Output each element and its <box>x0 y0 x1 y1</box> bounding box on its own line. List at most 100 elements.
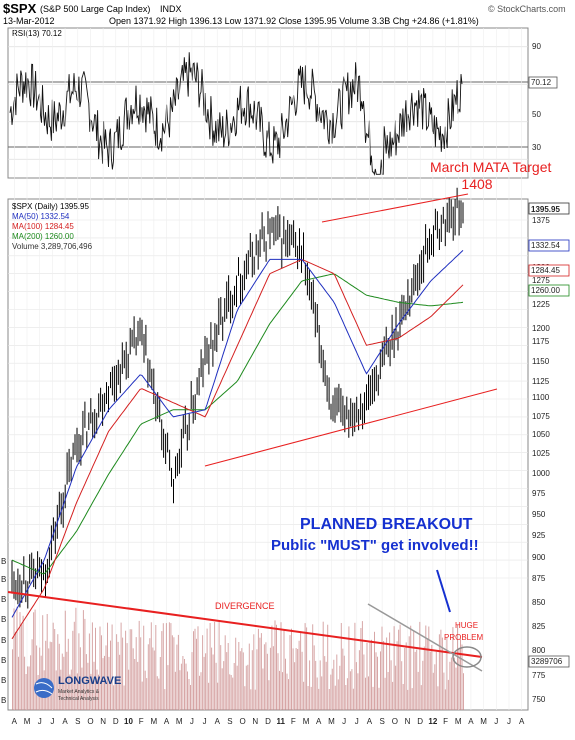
volume-bar <box>134 659 136 710</box>
volume-bar <box>306 627 308 710</box>
volume-bar <box>138 620 140 710</box>
longwave-logo: LONGWAVE Market Analytics & Technical An… <box>34 675 121 702</box>
problem-label: PROBLEM <box>444 633 483 642</box>
left-mark-1: B <box>1 557 6 566</box>
volume-bar <box>132 648 134 710</box>
volume-bar <box>202 635 204 710</box>
volume-bar <box>159 657 161 710</box>
volume-bar <box>135 637 137 710</box>
volume-bar <box>431 644 433 710</box>
volume-bar <box>368 676 369 710</box>
volume-bar <box>263 644 265 710</box>
volume-bar <box>425 625 427 710</box>
left-mark-5: B <box>1 636 6 645</box>
volume-bar <box>33 612 35 710</box>
ma200-line <box>11 273 464 575</box>
x-axis-labels: A M J J A S O N D 10 F M A M J J A S O N D 11 F M A M J J A S O N D 12 F M A… <box>12 717 525 726</box>
volume-bar <box>410 625 412 710</box>
volume-bar <box>428 626 430 710</box>
volume-bar <box>21 624 23 710</box>
volume-bar <box>91 622 93 710</box>
breakout-label-line1: PLANNED BREAKOUT <box>300 516 473 533</box>
volume-bar <box>150 622 152 710</box>
volume-bar <box>230 675 232 710</box>
volume-bar <box>85 654 87 710</box>
volume-bar <box>119 654 121 710</box>
volume-bar <box>265 642 267 710</box>
volume-bar <box>60 669 62 710</box>
x-label: J <box>190 717 194 726</box>
volume-bar <box>39 647 41 710</box>
volume-bar <box>203 656 205 710</box>
volume-bars <box>12 606 464 710</box>
volume-divergence-line <box>7 591 483 658</box>
volume-bar <box>61 653 63 710</box>
volume-bar <box>303 681 305 710</box>
volume-tick-800: 800 <box>532 646 546 655</box>
volume-bar <box>390 660 392 710</box>
x-label: D <box>265 717 271 726</box>
volume-bar <box>429 651 431 710</box>
volume-bar <box>250 689 252 710</box>
divergence-label: DIVERGENCE <box>215 601 275 611</box>
volume-bar <box>188 679 190 710</box>
volume-bar <box>153 650 155 710</box>
x-label: 10 <box>124 717 133 726</box>
volume-bar <box>182 656 184 710</box>
volume-bar <box>336 654 338 710</box>
volume-bar <box>12 649 13 710</box>
volume-bar <box>288 679 289 710</box>
ma200-legend: MA(200) 1260.00 <box>12 232 74 241</box>
volume-bar <box>197 626 199 710</box>
volume-bar <box>212 654 214 710</box>
index-name: (S&P 500 Large Cap Index) <box>40 4 150 14</box>
price-bars <box>11 187 464 609</box>
volume-bar <box>87 662 89 710</box>
x-label: F <box>443 717 448 726</box>
x-label: S <box>227 717 232 726</box>
volume-bar <box>337 679 339 710</box>
rsi-tick-labels: 90 50 30 <box>532 42 541 152</box>
x-label: O <box>240 717 246 726</box>
rsi-tick-50: 50 <box>532 110 541 119</box>
volume-bar <box>179 670 181 710</box>
volume-bar <box>111 624 113 710</box>
volume-tick-850: 850 <box>532 598 546 607</box>
volume-bar <box>101 635 102 710</box>
volume-bar <box>64 610 66 710</box>
volume-bar <box>206 628 208 710</box>
left-mark-6: B <box>1 656 6 665</box>
volume-bar <box>107 622 108 710</box>
ma50-legend: MA(50) 1332.54 <box>12 212 70 221</box>
volume-bar <box>45 640 47 710</box>
x-label: M <box>24 717 31 726</box>
volume-bar <box>432 672 434 710</box>
volume-bar <box>307 686 309 710</box>
price-tick-975: 975 <box>532 489 546 498</box>
volume-bar <box>426 638 428 710</box>
volume-bar <box>304 623 306 710</box>
volume-bar <box>377 656 378 710</box>
volume-bar <box>194 628 196 710</box>
volume-bar <box>276 624 277 710</box>
rsi-line <box>9 52 463 176</box>
x-label: D <box>417 717 423 726</box>
volume-bar <box>321 676 323 710</box>
price-tick-1050: 1050 <box>532 430 550 439</box>
volume-bar <box>312 624 314 710</box>
volume-bar <box>98 674 99 710</box>
volume-bar <box>52 622 54 710</box>
volume-bar <box>211 647 213 710</box>
volume-bar <box>242 652 244 710</box>
volume-bar <box>259 637 261 710</box>
rsi-tick-30: 30 <box>532 143 541 152</box>
x-label: N <box>405 717 411 726</box>
volume-bar <box>251 650 253 710</box>
volume-bar <box>227 643 229 710</box>
volume-bar <box>84 618 86 710</box>
target-label-line1: March MATA Target <box>430 159 551 175</box>
volume-bar <box>245 665 247 710</box>
x-label: A <box>316 717 322 726</box>
volume-bar <box>354 622 356 710</box>
price-tick-1375: 1375 <box>532 216 550 225</box>
